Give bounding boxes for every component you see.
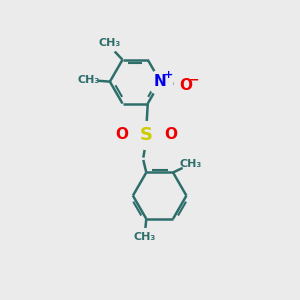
Text: CH₃: CH₃ bbox=[98, 38, 120, 48]
Text: S: S bbox=[140, 126, 153, 144]
Text: O: O bbox=[179, 78, 192, 93]
Text: +: + bbox=[164, 70, 173, 80]
Text: CH₃: CH₃ bbox=[77, 75, 100, 85]
Text: N: N bbox=[154, 74, 167, 89]
Text: O: O bbox=[116, 127, 128, 142]
Text: O: O bbox=[164, 127, 177, 142]
Text: CH₃: CH₃ bbox=[134, 232, 156, 242]
Text: −: − bbox=[189, 74, 199, 87]
Text: CH₃: CH₃ bbox=[180, 159, 202, 169]
